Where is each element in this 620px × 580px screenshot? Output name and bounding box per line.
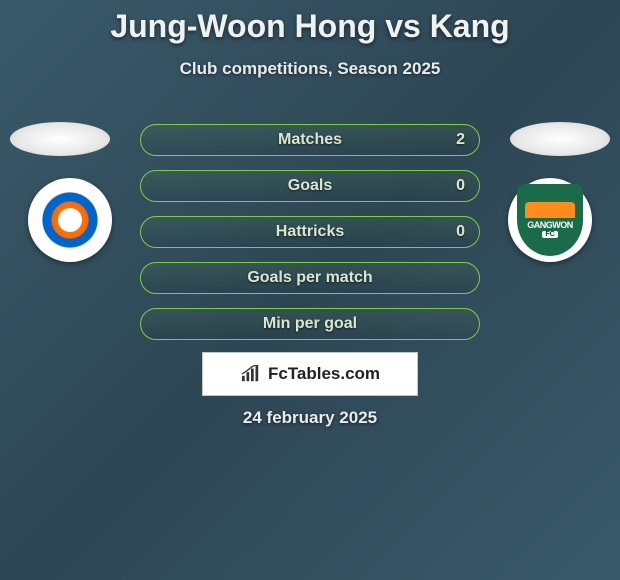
stats-panel: Matches 2 Goals 0 Hattricks 0 Goals per … (140, 124, 480, 354)
stat-label: Goals (288, 177, 332, 195)
page-title: Jung-Woon Hong vs Kang (0, 0, 620, 45)
daegu-logo-icon (38, 188, 102, 252)
shield-accent (525, 202, 575, 218)
shield-team-name: GANGWON (527, 220, 573, 230)
team-right-logo: GANGWON FC (508, 178, 592, 262)
stat-label: Min per goal (263, 315, 357, 333)
stat-row-goals-per-match: Goals per match (140, 262, 480, 294)
stat-row-min-per-goal: Min per goal (140, 308, 480, 340)
gangwon-logo-icon: GANGWON FC (517, 184, 583, 256)
shield-team-sub: FC (542, 231, 557, 238)
page-subtitle: Club competitions, Season 2025 (0, 59, 620, 79)
stat-label: Hattricks (276, 223, 344, 241)
team-left-logo (28, 178, 112, 262)
stat-row-hattricks: Hattricks 0 (140, 216, 480, 248)
stat-label: Matches (278, 131, 342, 149)
brand-text: FcTables.com (268, 364, 380, 384)
stat-value: 0 (456, 223, 465, 241)
stat-value: 2 (456, 131, 465, 149)
player-left-oval (10, 122, 110, 156)
date-label: 24 february 2025 (243, 408, 377, 428)
stat-row-matches: Matches 2 (140, 124, 480, 156)
stat-row-goals: Goals 0 (140, 170, 480, 202)
stat-value: 0 (456, 177, 465, 195)
stat-label: Goals per match (247, 269, 372, 287)
player-right-oval (510, 122, 610, 156)
bar-chart-icon (240, 365, 262, 383)
branding-box[interactable]: FcTables.com (202, 352, 418, 396)
